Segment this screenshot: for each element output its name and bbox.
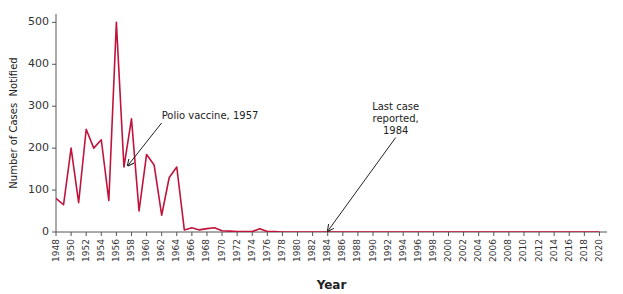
x-tick	[569, 232, 570, 236]
x-tick	[252, 232, 253, 236]
x-tick-label: 2020	[594, 239, 604, 262]
x-tick-label: 1968	[201, 239, 211, 262]
annotation-line: Last case	[372, 101, 419, 112]
x-tick-label: 1978	[277, 239, 287, 262]
x-tick-label: 1948	[51, 239, 61, 262]
x-tick-label: 1956	[111, 239, 121, 262]
x-tick	[357, 232, 358, 236]
x-tick	[388, 232, 389, 236]
x-tick-label: 2016	[564, 239, 574, 262]
x-tick-label: 1966	[186, 239, 196, 262]
x-tick	[448, 232, 449, 236]
annotation-arrow	[128, 123, 162, 166]
y-tick-label: 0	[42, 225, 49, 238]
x-tick	[161, 232, 162, 236]
y-tick-label: 500	[28, 15, 49, 28]
annotation-arrow	[328, 138, 396, 232]
x-tick-label: 1964	[171, 239, 181, 262]
x-tick-label: 2000	[443, 239, 453, 262]
x-tick-label: 2010	[518, 239, 528, 262]
x-tick-label: 1960	[141, 239, 151, 262]
x-tick	[191, 232, 192, 236]
x-tick	[56, 232, 57, 236]
x-tick	[373, 232, 374, 236]
x-tick	[493, 232, 494, 236]
x-tick-label: 2014	[549, 239, 559, 262]
x-axis-label: Year	[316, 278, 347, 292]
x-tick-label: 1954	[96, 239, 106, 262]
x-tick-label: 2018	[579, 239, 589, 262]
x-tick	[71, 232, 72, 236]
x-tick	[508, 232, 509, 236]
x-tick-label: 1970	[217, 239, 227, 262]
x-tick	[206, 232, 207, 236]
y-tick	[52, 106, 56, 107]
y-tick-label: 100	[28, 183, 49, 196]
x-tick-label: 1976	[262, 239, 272, 262]
y-axis-label: Number of Cases Notified	[8, 57, 19, 188]
x-tick	[327, 232, 328, 236]
annotation-line: 1984	[383, 125, 408, 136]
x-tick	[554, 232, 555, 236]
y-tick-label: 400	[28, 57, 49, 70]
x-tick-label: 1958	[126, 239, 136, 262]
x-tick-label: 1996	[413, 239, 423, 262]
x-tick-label: 1952	[81, 239, 91, 262]
x-tick	[342, 232, 343, 236]
x-tick	[539, 232, 540, 236]
x-tick-label: 1998	[428, 239, 438, 262]
x-tick	[176, 232, 177, 236]
x-tick	[131, 232, 132, 236]
x-tick	[403, 232, 404, 236]
x-tick	[116, 232, 117, 236]
y-tick-label: 200	[28, 141, 49, 154]
x-tick	[267, 232, 268, 236]
x-tick-label: 1972	[232, 239, 242, 262]
x-tick-label: 1984	[322, 239, 332, 262]
x-tick-label: 1994	[398, 239, 408, 262]
x-tick	[584, 232, 585, 236]
x-tick	[418, 232, 419, 236]
x-tick	[237, 232, 238, 236]
y-tick	[52, 22, 56, 23]
x-tick	[433, 232, 434, 236]
x-tick-label: 1950	[66, 239, 76, 262]
x-tick	[599, 232, 600, 236]
x-tick-label: 2004	[473, 239, 483, 262]
x-tick-label: 1982	[307, 239, 317, 262]
y-tick	[52, 148, 56, 149]
x-tick-label: 2002	[458, 239, 468, 262]
x-tick-label: 1990	[368, 239, 378, 262]
y-tick	[52, 232, 56, 233]
x-tick	[463, 232, 464, 236]
x-tick-label: 1986	[337, 239, 347, 262]
x-tick	[86, 232, 87, 236]
x-tick-label: 2012	[534, 239, 544, 262]
x-tick-label: 1992	[383, 239, 393, 262]
x-tick-label: 2006	[488, 239, 498, 262]
y-tick	[52, 64, 56, 65]
x-tick-label: 1962	[156, 239, 166, 262]
x-tick-label: 1988	[352, 239, 362, 262]
x-tick	[312, 232, 313, 236]
x-tick	[222, 232, 223, 236]
x-tick-label: 1980	[292, 239, 302, 262]
plot-area	[56, 22, 599, 232]
y-tick-label: 300	[28, 99, 49, 112]
x-tick	[282, 232, 283, 236]
x-tick	[297, 232, 298, 236]
annotation-line: Polio vaccine, 1957	[162, 110, 259, 121]
annotation-line: reported,	[373, 113, 419, 124]
x-tick	[478, 232, 479, 236]
x-tick	[146, 232, 147, 236]
x-tick-label: 1974	[247, 239, 257, 262]
series-line	[56, 22, 599, 232]
annotation: Polio vaccine, 1957	[162, 110, 259, 121]
annotation: Last casereported,1984	[372, 101, 419, 136]
y-tick	[52, 190, 56, 191]
x-tick	[523, 232, 524, 236]
x-tick	[101, 232, 102, 236]
x-tick-label: 2008	[503, 239, 513, 262]
chart: 0 100 200 300 400 500 1948 1950 1952 1954 1956 1958…	[0, 0, 623, 294]
